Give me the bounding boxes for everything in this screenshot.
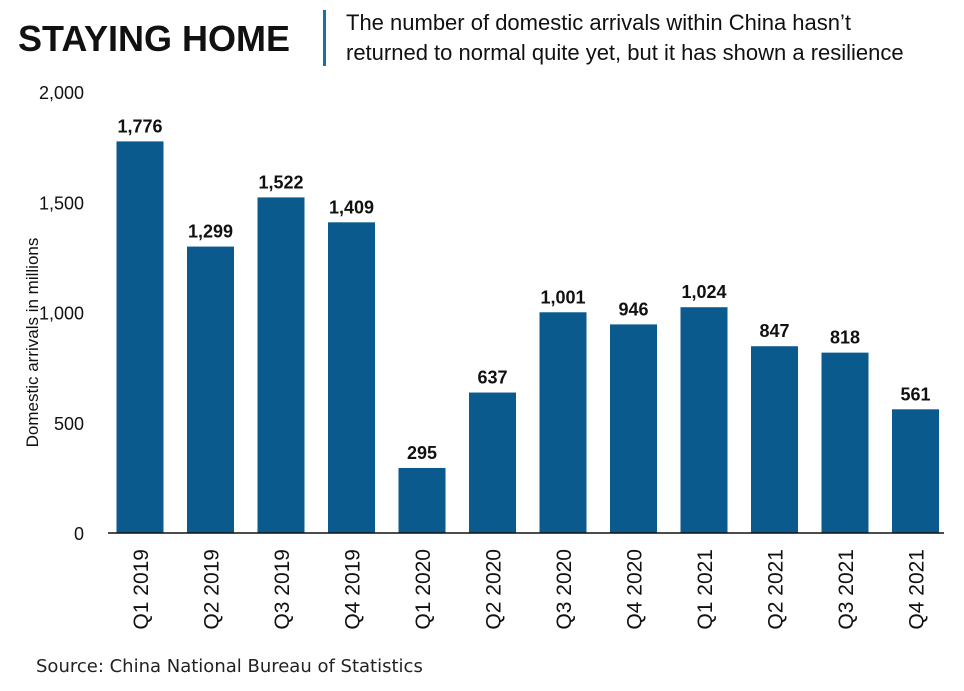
- x-tick-label: Q4 2021: [906, 549, 929, 630]
- y-tick-label: 0: [74, 524, 84, 544]
- bar: [610, 324, 657, 533]
- source-note: Source: China National Bureau of Statist…: [36, 656, 423, 677]
- bar-value-label: 1,024: [681, 282, 726, 302]
- y-tick-label: 2,000: [39, 83, 84, 103]
- bar-value-label: 295: [407, 443, 437, 463]
- title-divider: [323, 10, 326, 66]
- bar: [892, 409, 939, 533]
- bar: [116, 141, 164, 533]
- bar: [469, 392, 516, 533]
- y-tick-label: 1,500: [39, 193, 84, 213]
- bar-value-label: 1,409: [329, 197, 374, 217]
- bar-value-label: 561: [900, 384, 930, 404]
- bar-value-label: 847: [759, 321, 789, 341]
- bar: [398, 467, 446, 533]
- bar: [257, 197, 305, 534]
- subtitle-line-1: The number of domestic arrivals within C…: [346, 10, 852, 35]
- bar: [751, 346, 798, 533]
- chart-header: STAYING HOME The number of domestic arri…: [0, 0, 964, 80]
- bar: [821, 352, 869, 533]
- bar-value-label: 1,522: [258, 172, 303, 192]
- x-tick-label: Q2 2020: [483, 549, 506, 630]
- x-tick-label: Q4 2020: [624, 549, 647, 630]
- bar: [680, 307, 728, 533]
- bar-chart: 0 500 1,000 1,500 2,000 Domestic arrivals in …: [23, 83, 944, 630]
- x-tick-label: Q2 2021: [765, 549, 788, 630]
- x-tick-label: Q2 2019: [201, 549, 224, 630]
- bar-value-label: 1,299: [188, 222, 233, 242]
- x-tick-label: Q3 2019: [271, 549, 294, 630]
- y-tick-label: 1,000: [39, 304, 84, 324]
- bar: [328, 222, 375, 534]
- bar: [187, 246, 234, 533]
- chart-subtitle: The number of domestic arrivals within C…: [346, 8, 962, 68]
- x-tick-label: Q1 2020: [412, 549, 435, 630]
- bar: [539, 312, 587, 533]
- x-tick-label: Q4 2019: [342, 549, 365, 630]
- bar-value-label: 1,001: [540, 287, 585, 307]
- bar-value-label: 1,776: [117, 116, 162, 136]
- x-tick-label: Q1 2019: [130, 549, 153, 630]
- x-tick-label: Q1 2021: [694, 549, 717, 630]
- bar-value-label: 637: [477, 368, 507, 388]
- x-tick-label: Q3 2021: [835, 549, 858, 630]
- y-tick-label: 500: [54, 414, 84, 434]
- x-tick-label: Q3 2020: [553, 549, 576, 630]
- subtitle-line-2: returned to normal quite yet, but it has…: [346, 40, 904, 65]
- y-axis-label: Domestic arrivals in millions: [23, 238, 42, 448]
- chart-title: STAYING HOME: [18, 18, 291, 59]
- bar-value-label: 946: [618, 299, 648, 319]
- bar-value-label: 818: [830, 328, 860, 348]
